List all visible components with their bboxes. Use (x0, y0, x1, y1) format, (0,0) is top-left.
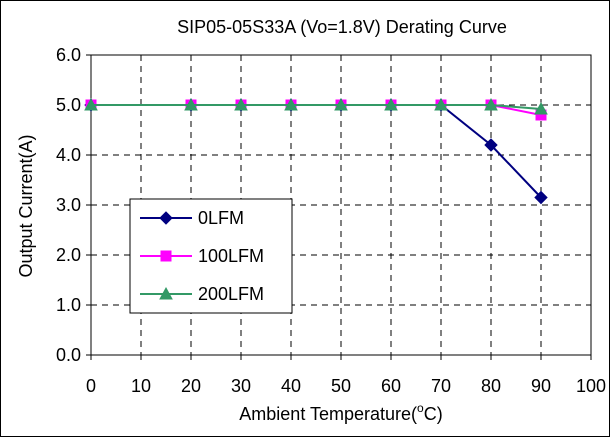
x-tick-label: 50 (331, 376, 351, 396)
y-axis-title: Output Current(A) (16, 134, 36, 277)
data-point-0LFM (484, 138, 498, 152)
x-tick-label: 90 (531, 376, 551, 396)
x-tick-label: 30 (231, 376, 251, 396)
x-axis-title-main: Ambient Temperature( (239, 404, 417, 424)
legend-item-200LFM: 200LFM (140, 284, 264, 304)
y-tick-label: 6.0 (56, 45, 81, 65)
legend: 0LFM 100LFM 200LFM (129, 198, 293, 314)
series-200LFM (84, 97, 548, 115)
data-point-200LFM (384, 97, 398, 111)
x-tick-label: 60 (381, 376, 401, 396)
x-tick-label: 40 (281, 376, 301, 396)
x-tick-labels: 0 10 20 30 40 50 60 70 80 90 100 (86, 355, 606, 396)
chart-title: SIP05-05S33A (Vo=1.8V) Derating Curve (177, 17, 507, 37)
legend-item-100LFM: 100LFM (140, 246, 264, 266)
y-tick-labels: 0.0 1.0 2.0 3.0 4.0 5.0 6.0 (56, 45, 91, 365)
legend-swatch-marker (159, 286, 173, 300)
y-tick-label: 4.0 (56, 145, 81, 165)
x-axis-title: Ambient Temperature(oC) (239, 401, 442, 424)
legend-label: 0LFM (198, 208, 244, 228)
data-point-200LFM (184, 97, 198, 111)
x-tick-label: 80 (481, 376, 501, 396)
legend-swatch-marker (159, 211, 173, 225)
y-tick-label: 3.0 (56, 195, 81, 215)
x-tick-label: 100 (576, 376, 606, 396)
data-point-200LFM (334, 97, 348, 111)
data-point-200LFM (84, 97, 98, 111)
y-tick-label: 2.0 (56, 245, 81, 265)
data-point-200LFM (434, 97, 448, 111)
x-tick-label: 0 (86, 376, 96, 396)
x-tick-label: 70 (431, 376, 451, 396)
data-point-200LFM (534, 101, 548, 115)
x-tick-label: 10 (131, 376, 151, 396)
y-tick-label: 0.0 (56, 345, 81, 365)
data-point-200LFM (284, 97, 298, 111)
data-point-200LFM (234, 97, 248, 111)
legend-label: 200LFM (198, 284, 264, 304)
legend-swatch-marker (160, 250, 172, 262)
y-tick-label: 1.0 (56, 295, 81, 315)
data-point-0LFM (534, 190, 548, 205)
x-tick-label: 20 (181, 376, 201, 396)
legend-label: 100LFM (198, 246, 264, 266)
x-axis-title-end: C) (424, 404, 443, 424)
x-axis-title-sup: o (417, 401, 424, 415)
data-series (84, 97, 548, 205)
legend-item-0LFM: 0LFM (140, 208, 244, 228)
y-tick-label: 5.0 (56, 95, 81, 115)
data-point-200LFM (484, 97, 498, 111)
